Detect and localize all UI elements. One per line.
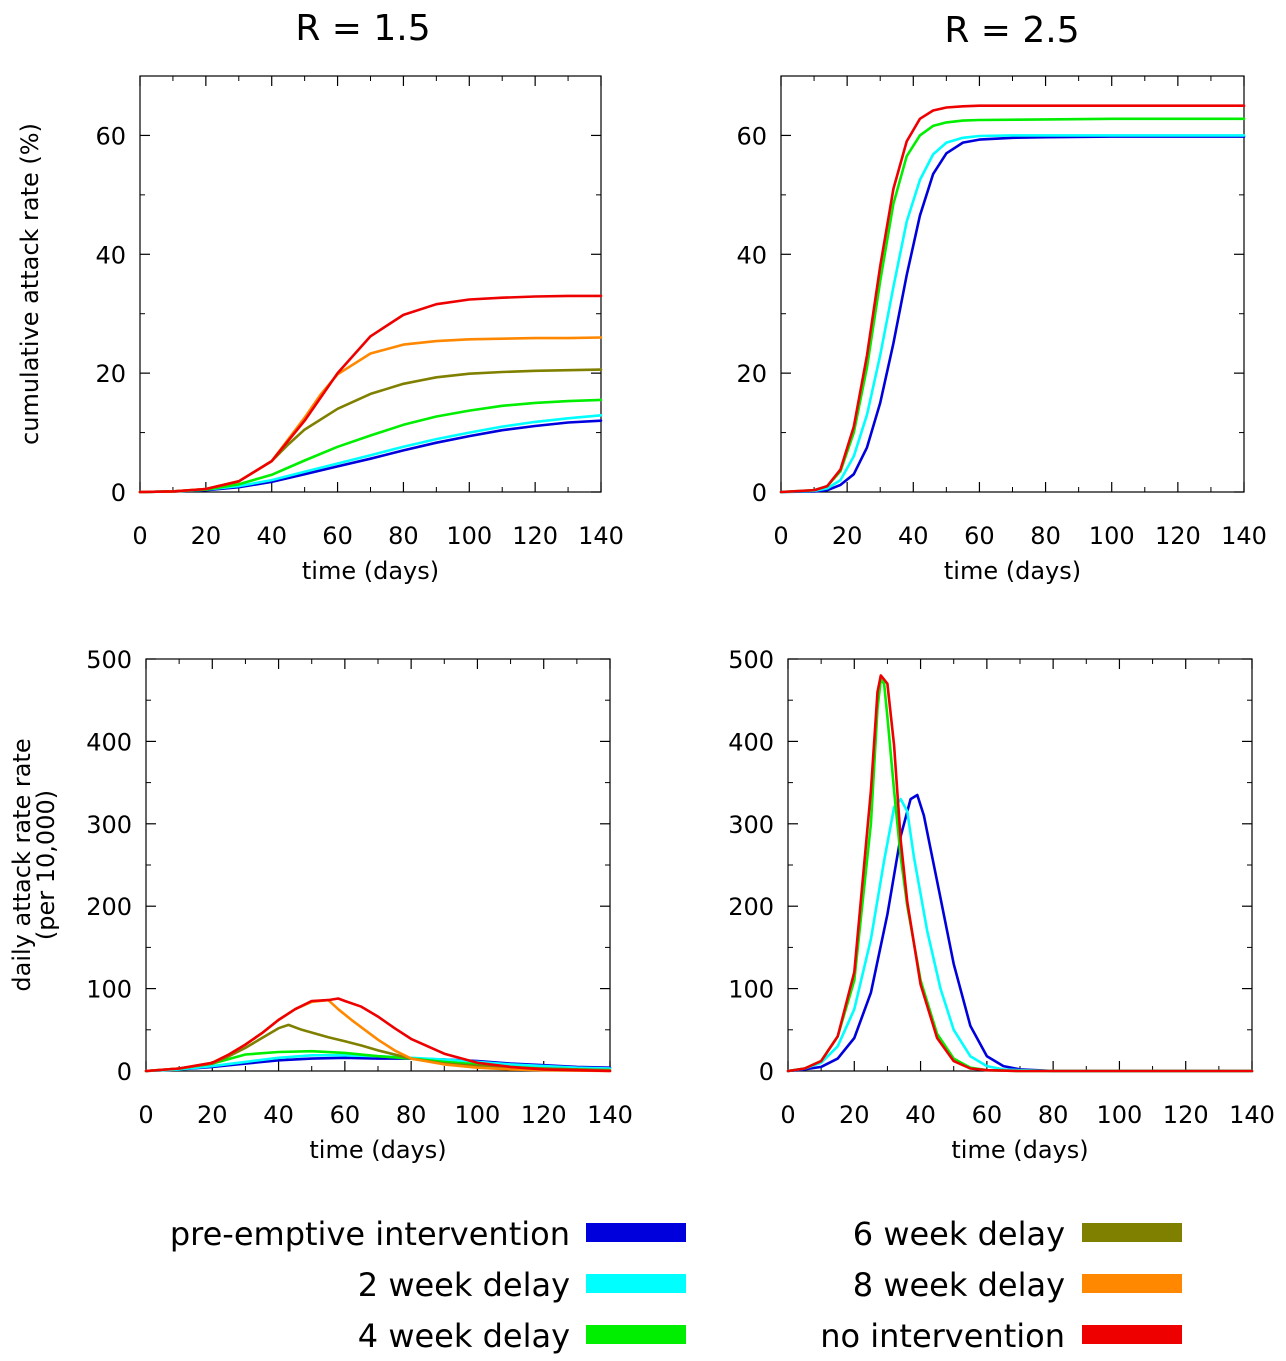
- x-tick-label: 40: [256, 522, 287, 550]
- legend-swatch: [1082, 1325, 1182, 1344]
- y-tick-label: 300: [86, 811, 132, 839]
- x-tick-label: 100: [455, 1101, 501, 1129]
- panel-cum-r15: 0 20 40 60 80 100 120 140 0 20 40 60 time (days) cumu…: [16, 75, 624, 585]
- y-tick-label: 0: [752, 479, 767, 507]
- x-tick-label: 20: [191, 522, 222, 550]
- y-tick-label: 60: [736, 122, 767, 150]
- legend-label: 6 week delay: [853, 1215, 1065, 1253]
- x-tick-label: 80: [1038, 1101, 1069, 1129]
- legend-label: no intervention: [820, 1317, 1065, 1355]
- y-tick-label: 40: [736, 241, 767, 269]
- legend-label: pre-emptive intervention: [170, 1215, 570, 1253]
- x-tick-label: 0: [138, 1101, 153, 1129]
- x-tick-label: 140: [1229, 1101, 1275, 1129]
- x-tick-label: 80: [388, 522, 419, 550]
- x-tick-label: 40: [263, 1101, 294, 1129]
- x-tick-label: 140: [1221, 522, 1267, 550]
- x-tick-label: 20: [197, 1101, 228, 1129]
- series-line-2-week-delay: [779, 134, 1246, 494]
- y-tick-label: 100: [86, 976, 132, 1004]
- legend: pre-emptive intervention 2 week delay 4 we…: [170, 1215, 1182, 1355]
- x-tick-label: 60: [964, 522, 995, 550]
- x-tick-label: 80: [396, 1101, 427, 1129]
- y-tick-label: 400: [728, 728, 774, 756]
- series-line-no-intervention: [779, 104, 1246, 494]
- x-tick-label: 120: [512, 522, 558, 550]
- x-tick-label: 100: [1089, 522, 1135, 550]
- series-line-no-intervention: [144, 997, 612, 1073]
- plot-frame: [145, 658, 611, 1072]
- legend-swatch: [1082, 1223, 1182, 1242]
- plot-frame: [139, 75, 602, 493]
- x-tick-label: 120: [1163, 1101, 1209, 1129]
- x-tick-label: 0: [773, 522, 788, 550]
- x-tick-label: 80: [1030, 522, 1061, 550]
- x-axis-label: time (days): [944, 557, 1081, 585]
- y-axis-label-line2: (per 10,000): [32, 790, 60, 940]
- series-line-no-intervention: [786, 674, 1254, 1073]
- y-tick-label: 0: [759, 1058, 774, 1086]
- y-tick-label: 200: [86, 893, 132, 921]
- y-tick-label: 300: [728, 811, 774, 839]
- x-tick-label: 100: [1097, 1101, 1143, 1129]
- x-tick-label: 140: [578, 522, 624, 550]
- y-axis-label: daily attack rate rate: [8, 738, 36, 991]
- series-line-no-intervention: [138, 294, 603, 494]
- series-line-4-week-delay: [138, 398, 603, 494]
- legend-label: 4 week delay: [358, 1317, 570, 1355]
- legend-label: 8 week delay: [853, 1266, 1065, 1304]
- y-tick-label: 20: [95, 360, 126, 388]
- plot-frame: [787, 658, 1253, 1072]
- x-tick-label: 120: [521, 1101, 567, 1129]
- panel-cum-r25: 0 20 40 60 80 100 120 140 0 20 40 60 time (days): [736, 75, 1267, 585]
- legend-swatch: [1082, 1274, 1182, 1293]
- x-tick-label: 40: [898, 522, 929, 550]
- panel-daily-r15: 0 20 40 60 80 100 120 140 0 100 200 300 400 500 time (…: [8, 646, 633, 1164]
- x-tick-label: 0: [780, 1101, 795, 1129]
- series-line-6-week-delay: [138, 368, 603, 494]
- series-line-pre-emptive-intervention: [779, 135, 1246, 494]
- legend-swatch: [586, 1223, 686, 1242]
- y-tick-label: 200: [728, 893, 774, 921]
- y-tick-label: 500: [86, 646, 132, 674]
- x-axis-label: time (days): [951, 1136, 1088, 1164]
- y-tick-label: 0: [111, 479, 126, 507]
- y-tick-label: 20: [736, 360, 767, 388]
- series-line-2-week-delay: [786, 797, 1254, 1073]
- y-axis-label: cumulative attack rate (%): [16, 123, 44, 445]
- y-tick-label: 100: [728, 976, 774, 1004]
- y-tick-label: 40: [95, 241, 126, 269]
- x-tick-label: 0: [132, 522, 147, 550]
- panel-daily-r25: 0 20 40 60 80 100 120 140 0 100 200 300 400 500 time (…: [728, 646, 1275, 1164]
- x-tick-label: 40: [905, 1101, 936, 1129]
- series-line-8-week-delay: [138, 336, 603, 494]
- x-tick-label: 60: [330, 1101, 361, 1129]
- legend-swatch: [586, 1325, 686, 1344]
- x-tick-label: 60: [972, 1101, 1003, 1129]
- column-title-r15: R = 1.5: [295, 8, 430, 49]
- x-tick-label: 20: [839, 1101, 870, 1129]
- legend-label: 2 week delay: [358, 1266, 570, 1304]
- chart-panels: 0 20 40 60 80 100 120 140 0 20 40 60 time (days) cumu…: [8, 75, 1275, 1164]
- column-title-r25: R = 2.5: [944, 10, 1079, 51]
- x-tick-label: 60: [322, 522, 353, 550]
- series-line-4-week-delay: [786, 678, 1254, 1073]
- x-axis-label: time (days): [302, 557, 439, 585]
- x-tick-label: 100: [446, 522, 492, 550]
- y-tick-label: 400: [86, 728, 132, 756]
- legend-swatch: [586, 1274, 686, 1293]
- x-tick-label: 20: [832, 522, 863, 550]
- x-tick-label: 120: [1155, 522, 1201, 550]
- y-tick-label: 60: [95, 122, 126, 150]
- y-tick-label: 0: [117, 1058, 132, 1086]
- x-axis-label: time (days): [309, 1136, 446, 1164]
- x-tick-label: 140: [587, 1101, 633, 1129]
- y-tick-label: 500: [728, 646, 774, 674]
